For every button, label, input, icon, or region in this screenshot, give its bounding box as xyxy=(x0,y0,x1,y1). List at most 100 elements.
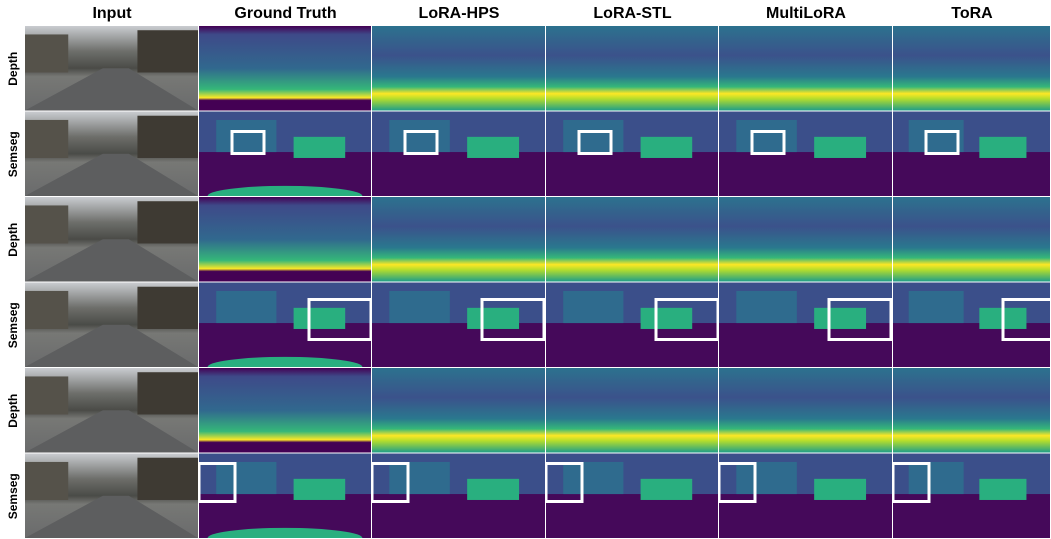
image-cell xyxy=(546,368,718,453)
seg-building xyxy=(216,462,276,494)
cell-content xyxy=(199,26,371,111)
seg-road xyxy=(372,152,545,196)
depth-map xyxy=(546,26,718,111)
seg-road xyxy=(372,323,545,367)
cell-content xyxy=(199,112,371,207)
column-label: ToRA xyxy=(951,5,993,22)
building xyxy=(137,116,198,158)
image-cell xyxy=(546,112,718,197)
depth-map xyxy=(199,368,371,453)
image-cell xyxy=(25,197,198,282)
image-cell xyxy=(199,26,371,111)
depth-map xyxy=(546,197,718,282)
building xyxy=(137,372,198,414)
depth-map xyxy=(893,368,1050,453)
image-cell xyxy=(893,112,1050,197)
building xyxy=(25,376,68,414)
building xyxy=(137,201,198,243)
image-cell xyxy=(719,454,892,539)
cell-content xyxy=(25,26,198,111)
cell-content xyxy=(25,368,198,453)
seg-car xyxy=(641,479,693,500)
building xyxy=(137,30,198,72)
seg-road xyxy=(719,323,892,367)
row-label: Semseg xyxy=(6,302,20,348)
row-label: Depth xyxy=(6,52,20,86)
column-label: LoRA-STL xyxy=(593,5,671,22)
cell-content xyxy=(199,368,371,453)
image-cell xyxy=(893,197,1050,282)
seg-building xyxy=(216,291,276,323)
depth-map xyxy=(372,26,545,111)
depth-map xyxy=(719,26,892,111)
cell-content xyxy=(546,454,718,539)
column-label: LoRA-HPS xyxy=(419,5,500,22)
seg-car xyxy=(814,137,866,158)
image-cell xyxy=(546,26,718,111)
cell-content xyxy=(372,283,545,368)
image-cell xyxy=(546,283,718,368)
image-cell xyxy=(199,112,371,207)
image-cell xyxy=(25,26,198,111)
cell-content xyxy=(893,112,1050,197)
cell-content xyxy=(893,454,1050,539)
seg-road xyxy=(546,152,718,196)
image-cell xyxy=(893,454,1050,539)
cell-content xyxy=(25,454,198,539)
image-cell xyxy=(719,26,892,111)
cell-content xyxy=(719,197,892,282)
depth-map xyxy=(372,197,545,282)
building xyxy=(25,462,68,500)
seg-car xyxy=(294,308,346,329)
seg-car xyxy=(979,479,1026,500)
cell-content xyxy=(719,112,892,197)
cell-content xyxy=(25,283,198,368)
cell-content xyxy=(893,197,1050,282)
seg-building xyxy=(736,120,797,152)
depth-map xyxy=(372,368,545,453)
image-cell xyxy=(893,368,1050,453)
image-cell xyxy=(719,197,892,282)
seg-car xyxy=(641,308,693,329)
seg-car xyxy=(979,137,1026,158)
cell-content xyxy=(546,197,718,282)
image-cell xyxy=(372,283,545,368)
cell-content xyxy=(893,26,1050,111)
depth-map xyxy=(199,197,371,282)
seg-road xyxy=(893,152,1050,196)
seg-road xyxy=(719,152,892,196)
cell-content xyxy=(199,454,371,539)
image-cell xyxy=(372,368,545,453)
seg-car xyxy=(467,137,519,158)
image-cell xyxy=(893,283,1051,368)
seg-building xyxy=(909,462,964,494)
cell-content xyxy=(719,283,892,368)
seg-building xyxy=(736,462,797,494)
depth-map xyxy=(199,26,371,111)
column-label: MultiLoRA xyxy=(766,5,846,22)
seg-car xyxy=(467,479,519,500)
cell-content xyxy=(719,454,892,539)
image-cell xyxy=(893,26,1050,111)
cell-content xyxy=(546,112,718,197)
image-cell xyxy=(25,454,198,539)
seg-car xyxy=(814,308,866,329)
cell-content xyxy=(372,368,545,453)
seg-car xyxy=(294,479,346,500)
image-cell xyxy=(546,454,718,539)
building xyxy=(25,291,68,329)
image-cell xyxy=(719,368,892,453)
image-cell xyxy=(372,197,545,282)
seg-building xyxy=(909,291,964,323)
cell-content xyxy=(546,283,718,368)
cell-content xyxy=(372,197,545,282)
image-cell xyxy=(546,197,718,282)
row-label: Semseg xyxy=(6,131,20,177)
cell-content xyxy=(719,26,892,111)
cell-content xyxy=(372,112,545,197)
seg-building xyxy=(563,120,623,152)
building xyxy=(25,120,68,158)
cell-content xyxy=(719,368,892,453)
cell-content xyxy=(546,26,718,111)
seg-car xyxy=(641,137,693,158)
